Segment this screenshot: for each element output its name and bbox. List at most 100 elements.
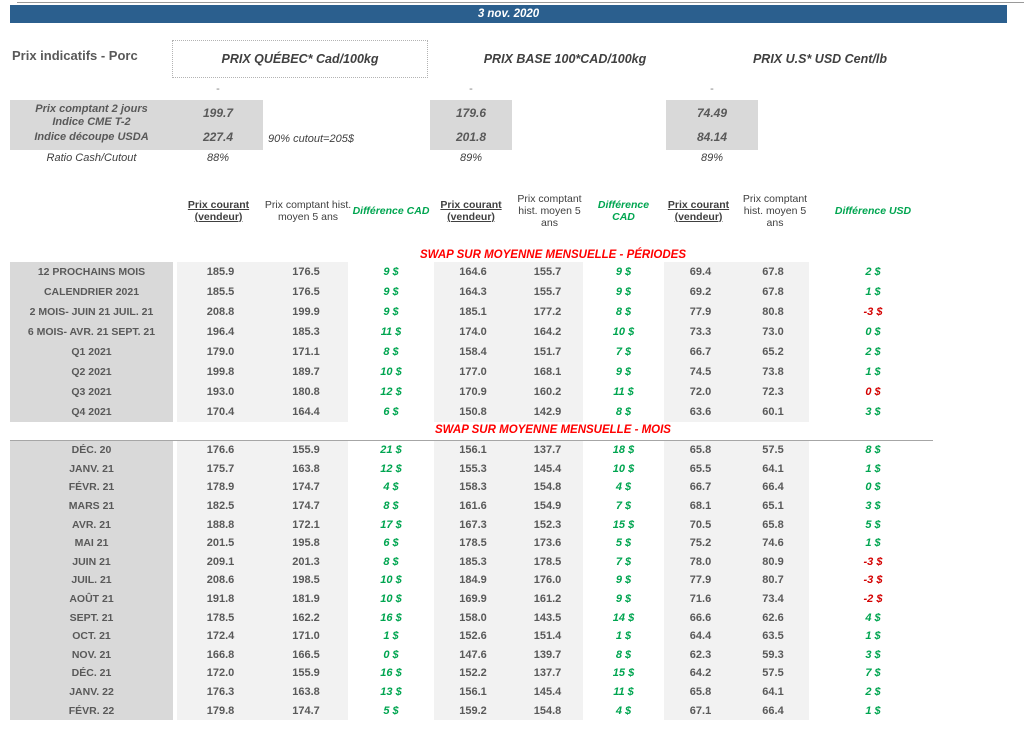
price-cell: 66.6 — [660, 608, 737, 627]
price-cell: 164.6 — [430, 262, 512, 282]
ratio-us: 89% — [700, 152, 724, 164]
row-label: JUIN 21 — [10, 552, 173, 572]
price-cell: 166.5 — [264, 645, 352, 665]
row-label: NOV. 21 — [10, 645, 173, 665]
table-row: JUIN 21 209.1 201.3 8 $ 185.3 178.5 7 $ 78.0 80.… — [10, 552, 933, 572]
table-row: JANV. 21 175.7 163.8 12 $ 155.3 145.4 10 $ 65.5… — [10, 459, 933, 479]
difference-cell: 4 $ — [383, 481, 399, 494]
price-cell: 142.9 — [512, 402, 587, 422]
spot-row2-label: Indice découpe USDA — [34, 131, 149, 143]
price-cell: 185.3 — [264, 322, 352, 342]
page-title: Prix indicatifs - Porc — [12, 48, 138, 63]
difference-cell: -3 $ — [863, 306, 883, 318]
price-cell: 166.8 — [173, 645, 264, 665]
difference-cell: 0 $ — [865, 326, 881, 338]
collapse-outline-icon[interactable]: - — [710, 83, 714, 95]
spot-quebec-cme: 199.7 — [202, 106, 234, 120]
price-cell: 145.4 — [512, 682, 587, 702]
table-row: Q2 2021 199.8 189.7 10 $ 177.0 168.1 9 $ 74.5 73… — [10, 362, 933, 382]
table-header: Prix courant (vendeur) Prix comptant his… — [10, 175, 933, 247]
difference-cell: 9 $ — [615, 266, 632, 278]
difference-cell: 7 $ — [615, 555, 632, 568]
price-cell: 77.9 — [660, 302, 737, 322]
price-cell: 145.4 — [512, 459, 587, 479]
price-cell: 177.0 — [430, 362, 512, 382]
price-cell: 195.8 — [264, 533, 352, 553]
row-label: 2 MOIS- JUIN 21 JUIL. 21 — [10, 302, 173, 322]
price-cell: 174.7 — [264, 701, 352, 720]
spot-row1-label-line2: Indice CME T-2 — [52, 116, 131, 128]
row-label: JANV. 22 — [10, 682, 173, 702]
difference-cell: 9 $ — [615, 286, 632, 298]
row-label: OCT. 21 — [10, 626, 173, 646]
difference-cell: 8 $ — [383, 555, 399, 568]
difference-cell: 9 $ — [383, 306, 399, 318]
price-cell: 63.5 — [737, 626, 813, 646]
collapse-outline-icon[interactable]: - — [469, 83, 473, 95]
price-cell: 178.5 — [512, 552, 587, 572]
difference-cell: 15 $ — [612, 667, 635, 680]
difference-cell: 6 $ — [383, 406, 399, 418]
price-cell: 156.1 — [430, 441, 512, 460]
price-cell: 174.0 — [430, 322, 512, 342]
difference-cell: 14 $ — [612, 611, 635, 624]
header-qc-prix-comptant-hist: Prix comptant hist. moyen 5 ans — [264, 198, 352, 223]
table-row: 2 MOIS- JUIN 21 JUIL. 21 208.8 199.9 9 $ 185… — [10, 302, 933, 322]
price-cell: 67.8 — [737, 262, 813, 282]
price-cell: 173.6 — [512, 533, 587, 553]
price-cell: 66.4 — [737, 478, 813, 497]
price-cell: 185.3 — [430, 552, 512, 572]
price-cell: 178.5 — [173, 608, 264, 627]
cutout-note: 90% cutout=205$ — [268, 133, 354, 145]
table-row: 6 MOIS- AVR. 21 SEPT. 21 196.4 185.3 11 $ 17… — [10, 322, 933, 342]
price-cell: 77.9 — [660, 571, 737, 590]
difference-cell: 11 $ — [613, 386, 634, 398]
collapse-outline-icon[interactable]: - — [216, 83, 220, 95]
price-cell: 188.8 — [173, 515, 264, 534]
spot-us-block — [666, 100, 758, 150]
price-cell: 193.0 — [173, 382, 264, 402]
header-us-prix-comptant-hist: Prix comptant hist. moyen 5 ans — [742, 192, 808, 230]
price-cell: 159.2 — [430, 701, 512, 720]
difference-cell: 8 $ — [383, 346, 399, 358]
price-cell: 177.2 — [512, 302, 587, 322]
price-cell: 209.1 — [173, 552, 264, 572]
difference-cell: 12 $ — [380, 386, 402, 398]
row-label: Q3 2021 — [10, 382, 173, 402]
price-cell: 184.9 — [430, 571, 512, 590]
price-cell: 155.9 — [264, 441, 352, 460]
top-divider — [17, 2, 1024, 3]
group-header-quebec: PRIX QUÉBEC* Cad/100kg — [172, 40, 428, 78]
difference-cell: 3 $ — [865, 406, 881, 418]
price-cell: 60.1 — [737, 402, 813, 422]
price-cell: 176.5 — [264, 262, 352, 282]
swap-price-table: Prix courant (vendeur) Prix comptant his… — [10, 175, 933, 720]
months-section: SWAP SUR MOYENNE MENSUELLE - MOIS DÉC. 2… — [10, 422, 933, 720]
row-label: Q4 2021 — [10, 402, 173, 422]
difference-cell: 8 $ — [615, 648, 632, 661]
difference-cell: 18 $ — [612, 444, 635, 457]
row-label: Q2 2021 — [10, 362, 173, 382]
table-row: Q1 2021 179.0 171.1 8 $ 158.4 151.7 7 $ 66.7 65.… — [10, 342, 933, 362]
spot-quebec-block — [10, 100, 263, 150]
row-label: DÉC. 21 — [10, 664, 173, 683]
price-cell: 161.2 — [512, 589, 587, 609]
price-cell: 66.7 — [660, 342, 737, 362]
difference-cell: 8 $ — [865, 444, 881, 457]
table-row: JUIL. 21 208.6 198.5 10 $ 184.9 176.0 9 $ 77.9 8… — [10, 571, 933, 590]
difference-cell: 5 $ — [865, 518, 881, 531]
price-cell: 62.6 — [737, 608, 813, 627]
difference-cell: 21 $ — [380, 444, 402, 457]
header-empty — [10, 175, 173, 247]
price-cell: 171.1 — [264, 342, 352, 362]
price-cell: 185.9 — [173, 262, 264, 282]
price-cell: 176.5 — [264, 282, 352, 302]
price-cell: 62.3 — [660, 645, 737, 665]
price-cell: 171.0 — [264, 626, 352, 646]
price-cell: 73.3 — [660, 322, 737, 342]
price-cell: 65.1 — [737, 496, 813, 516]
table-row: FÉVR. 22 179.8 174.7 5 $ 159.2 154.8 4 $ 67.1 66… — [10, 701, 933, 720]
price-cell: 73.0 — [737, 322, 813, 342]
difference-cell: 11 $ — [380, 326, 402, 338]
